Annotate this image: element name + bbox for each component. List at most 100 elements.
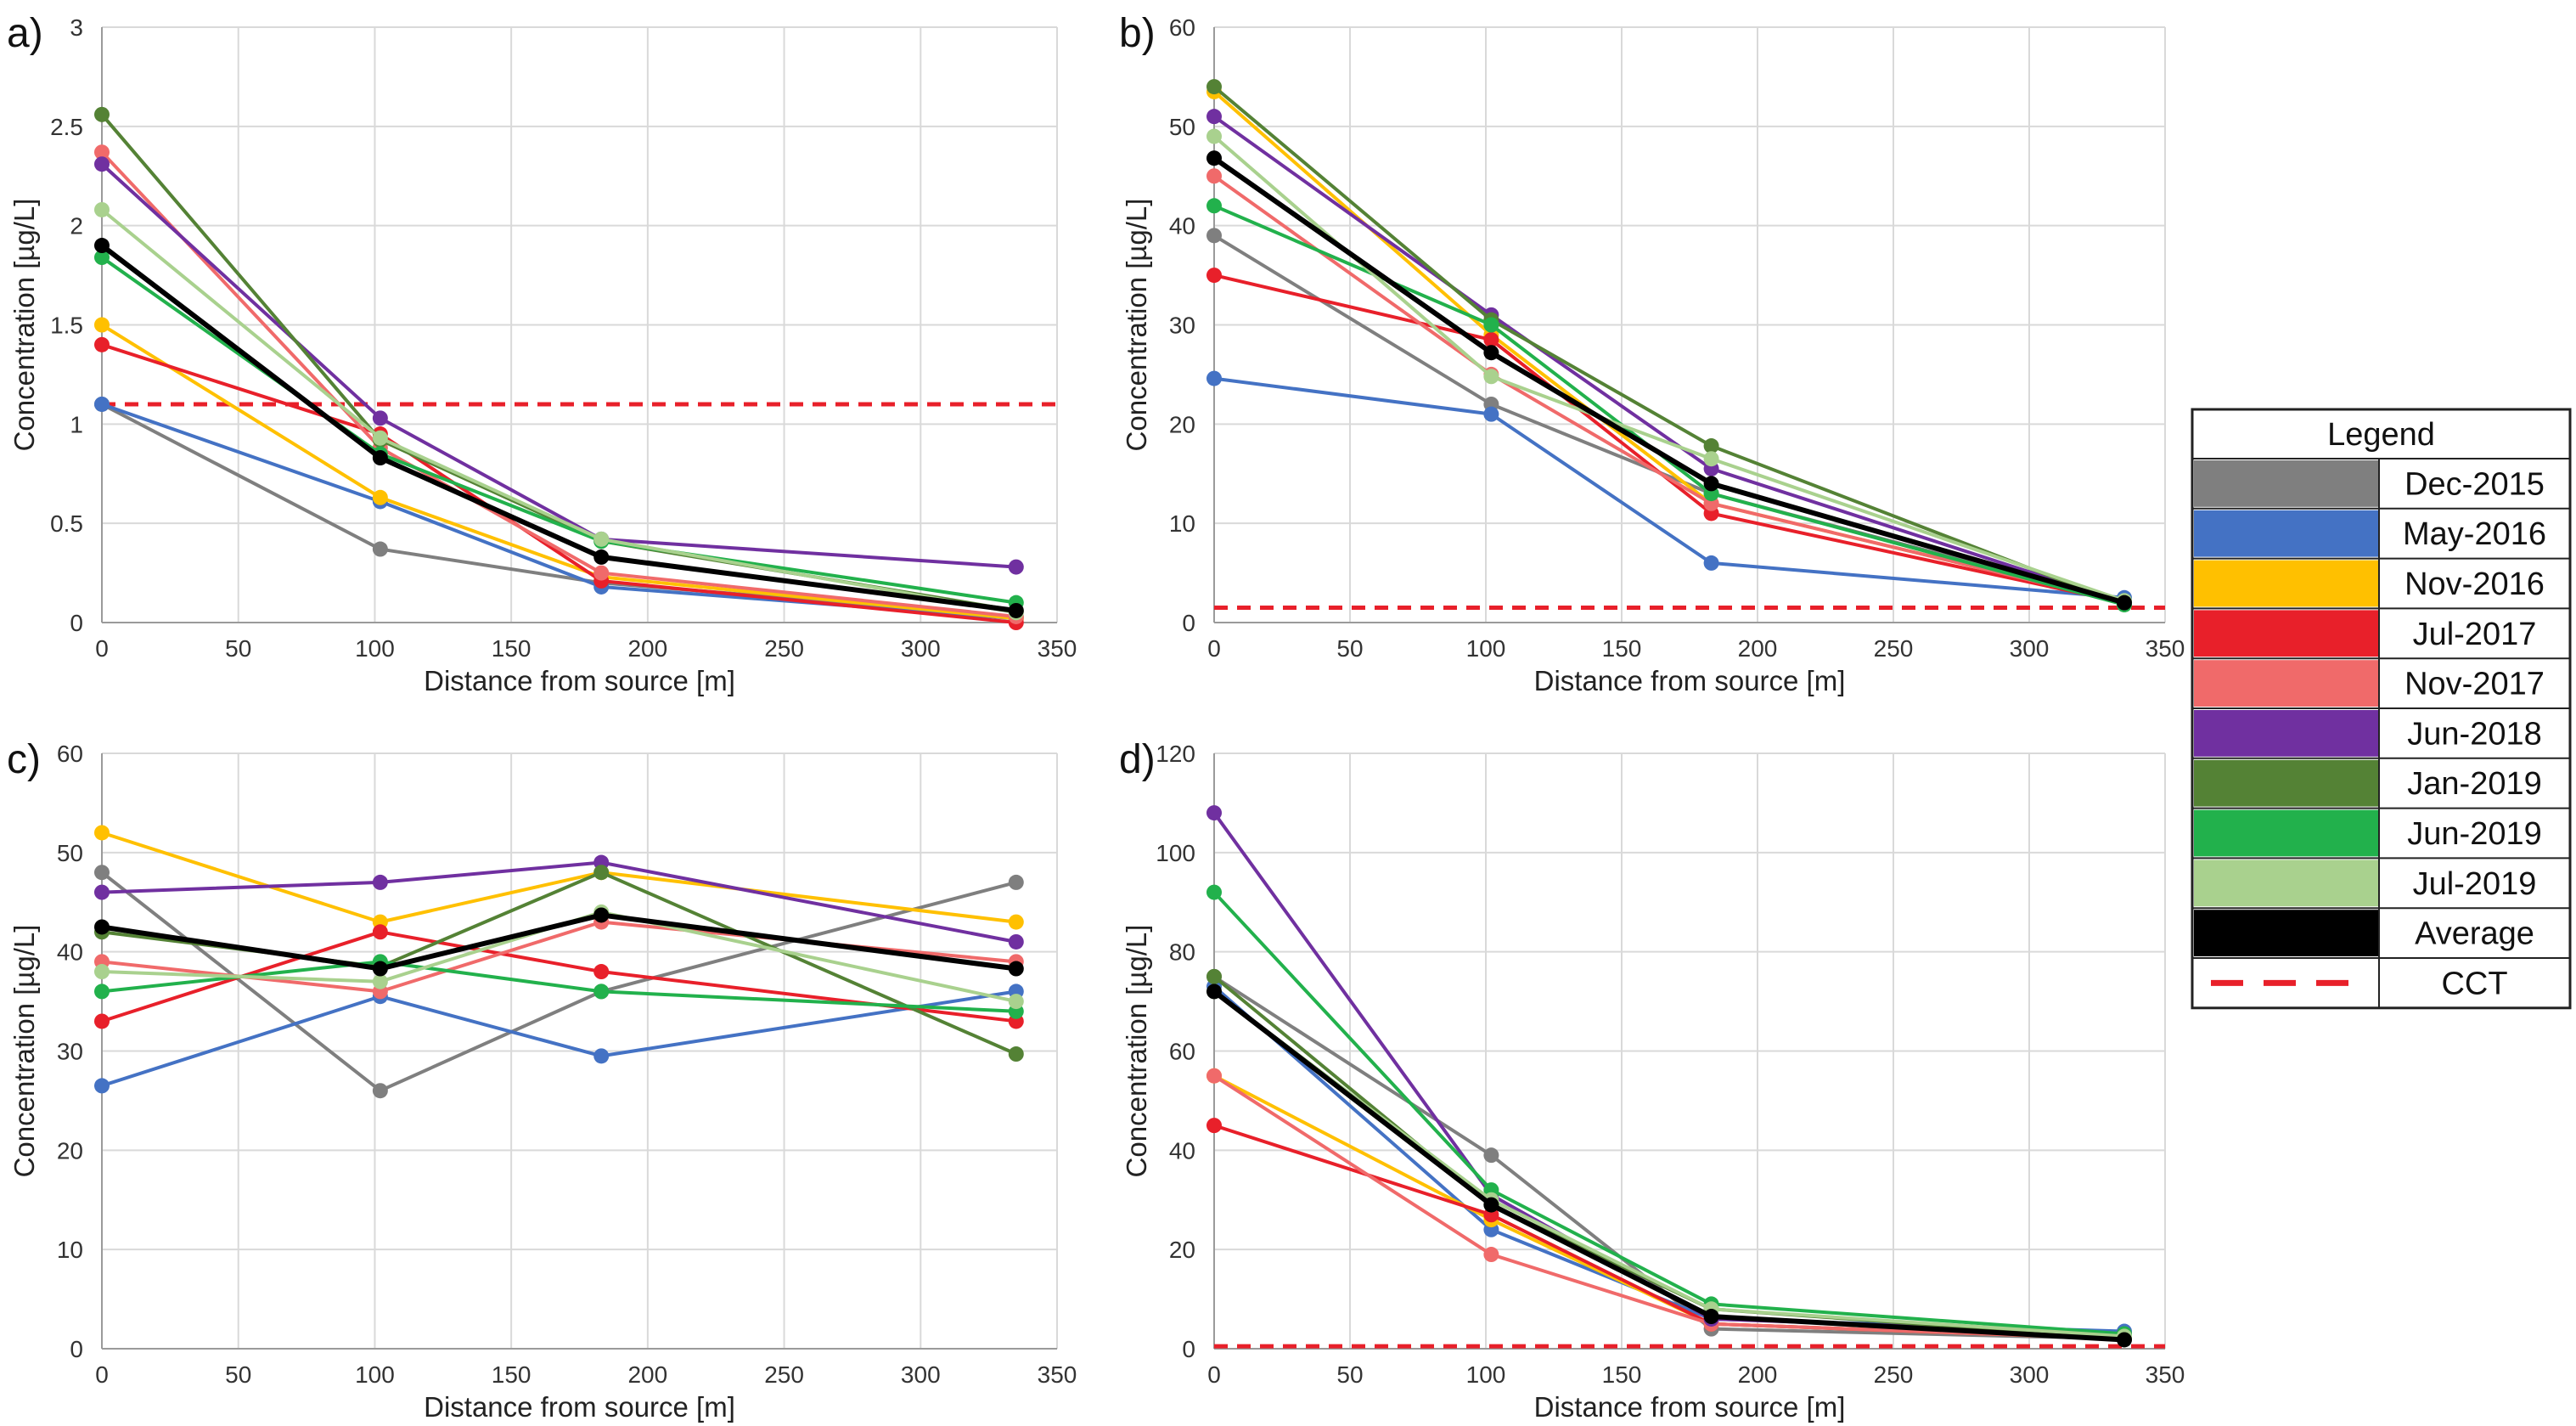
data-point-jun-2019 [1206, 198, 1222, 214]
data-point-jul-2017 [593, 964, 610, 980]
y-tick-label: 40 [1169, 1137, 1195, 1164]
x-axis-label: Distance from source [m] [424, 1391, 735, 1423]
data-point-jun-2018 [1008, 933, 1024, 950]
data-point-dec-2015 [94, 865, 110, 881]
x-tick-label: 200 [1738, 1361, 1778, 1388]
x-tick-label: 300 [2010, 635, 2050, 662]
series-line-nov-2017 [100, 150, 1016, 618]
y-tick-label: 0 [1182, 1336, 1195, 1362]
chart-panel-a: 0 0.5 1 1.5 2 2.5 3 0 50 100 150 200 250 300 350 Distan… [7, 11, 1077, 696]
data-point-jun-2018 [372, 874, 388, 890]
data-point-nov-2016 [1008, 914, 1024, 930]
data-point-nov-2017 [94, 144, 110, 161]
data-point-average [1703, 1309, 1719, 1325]
y-tick-label: 60 [57, 741, 83, 767]
series-line-jun-2019 [1212, 891, 2125, 1336]
legend-swatch-jun-2018 [2194, 710, 2379, 757]
panel-label: a) [7, 11, 43, 56]
data-point-jul-2017 [94, 1013, 110, 1029]
data-point-jul-2019 [1206, 128, 1222, 144]
legend-swatch-average [2194, 910, 2379, 956]
x-tick-label: 200 [627, 1361, 667, 1388]
y-tick-label: 60 [1169, 1039, 1195, 1065]
data-point-average [2117, 595, 2132, 611]
data-point-may-2016 [94, 396, 110, 412]
data-point-jun-2019 [593, 984, 610, 1000]
data-point-jul-2019 [94, 964, 110, 980]
series-line-jun-2019 [100, 256, 1017, 605]
data-point-jun-2018 [1206, 109, 1222, 125]
legend-label: Nov-2017 [2404, 667, 2545, 702]
y-tick-label: 20 [57, 1137, 83, 1164]
x-tick-label: 250 [764, 635, 804, 662]
data-point-jul-2019 [593, 531, 610, 547]
data-point-jan-2019 [593, 865, 610, 881]
data-point-jan-2019 [94, 106, 110, 122]
data-point-average [372, 961, 388, 977]
data-point-jan-2019 [1206, 968, 1222, 984]
x-tick-label: 100 [355, 1361, 395, 1388]
data-point-average [94, 919, 110, 935]
x-tick-label: 200 [627, 635, 667, 662]
y-tick-label: 40 [57, 939, 83, 966]
data-point-dec-2015 [372, 541, 388, 557]
y-tick-label: 120 [1156, 741, 1195, 767]
data-point-average [1206, 150, 1222, 166]
data-point-average [1483, 345, 1499, 361]
y-tick-label: 1 [70, 411, 83, 437]
x-tick-label: 300 [2010, 1361, 2050, 1388]
x-axis-label: Distance from source [m] [1534, 1391, 1846, 1423]
data-point-jul-2017 [1483, 332, 1499, 348]
chart-panel-c: 0 10 20 30 40 50 60 0 50 100 150 200 250 300 350 Distan… [7, 737, 1077, 1423]
y-tick-label: 3 [70, 14, 83, 41]
y-tick-label: 10 [1169, 510, 1195, 537]
legend-label: Jan-2019 [2407, 766, 2541, 802]
data-point-average [94, 238, 110, 254]
y-tick-label: 30 [57, 1039, 83, 1065]
x-tick-label: 100 [355, 635, 395, 662]
data-point-average [1206, 984, 1222, 1000]
series-line-jul-2019 [100, 208, 1017, 615]
data-point-jun-2018 [1206, 805, 1222, 821]
x-axis-label: Distance from source [m] [1534, 665, 1846, 696]
x-tick-label: 0 [1207, 1361, 1221, 1388]
x-tick-label: 200 [1738, 635, 1778, 662]
data-point-may-2016 [94, 1078, 110, 1094]
data-point-average [1008, 602, 1024, 618]
x-tick-label: 0 [95, 1361, 109, 1388]
legend-swatch-nov-2016 [2194, 560, 2379, 607]
data-point-may-2016 [1206, 370, 1222, 386]
y-tick-label: 50 [1169, 114, 1195, 140]
y-axis-label: Concentration [µg/L] [8, 925, 40, 1178]
y-tick-label: 0 [70, 610, 83, 636]
y-tick-label: 10 [57, 1237, 83, 1263]
series-line-jun-2018 [101, 860, 1017, 944]
data-point-average [593, 907, 610, 923]
data-point-average [372, 450, 388, 466]
x-tick-label: 300 [901, 635, 941, 662]
data-point-jul-2019 [1008, 994, 1024, 1010]
y-tick-label: 2.5 [50, 114, 83, 140]
y-tick-label: 0 [1182, 610, 1195, 636]
x-tick-label: 350 [1038, 1361, 1077, 1388]
data-point-may-2016 [593, 1048, 610, 1064]
series-line-average [100, 243, 1017, 613]
data-point-jun-2019 [1483, 317, 1499, 333]
data-point-jan-2019 [1008, 1046, 1024, 1062]
series-line-may-2016 [101, 989, 1017, 1088]
series-line-may-2016 [1213, 376, 2125, 600]
panel-label: c) [7, 737, 41, 782]
y-tick-label: 0.5 [50, 510, 83, 537]
legend-swatch-may-2016 [2194, 510, 2379, 557]
data-point-may-2016 [1483, 406, 1499, 422]
x-tick-label: 50 [1336, 635, 1363, 662]
legend-label: CCT [2441, 966, 2507, 1001]
y-tick-label: 20 [1169, 411, 1195, 437]
chart-panel-b: 0 10 20 30 40 50 60 0 50 100 150 200 250 300 350 Distan… [1119, 11, 2185, 696]
data-point-jun-2018 [1008, 559, 1024, 575]
y-axis-label: Concentration [µg/L] [1121, 199, 1152, 452]
data-point-jul-2017 [94, 336, 110, 352]
legend-label: Dec-2015 [2404, 466, 2545, 502]
x-tick-label: 50 [225, 635, 251, 662]
